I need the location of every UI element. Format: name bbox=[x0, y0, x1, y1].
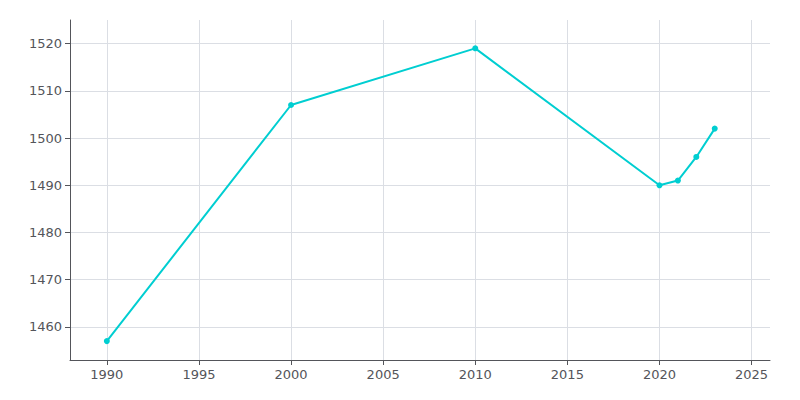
svg-text:1520: 1520 bbox=[29, 36, 62, 51]
svg-text:1990: 1990 bbox=[90, 367, 123, 382]
svg-text:2020: 2020 bbox=[643, 367, 676, 382]
svg-text:2015: 2015 bbox=[551, 367, 584, 382]
svg-text:2025: 2025 bbox=[735, 367, 768, 382]
svg-text:1510: 1510 bbox=[29, 83, 62, 98]
svg-text:1995: 1995 bbox=[182, 367, 215, 382]
svg-text:1490: 1490 bbox=[29, 178, 62, 193]
svg-text:1480: 1480 bbox=[29, 225, 62, 240]
svg-text:2000: 2000 bbox=[275, 367, 308, 382]
svg-text:1460: 1460 bbox=[29, 319, 62, 334]
svg-text:1470: 1470 bbox=[29, 272, 62, 287]
svg-text:2005: 2005 bbox=[367, 367, 400, 382]
svg-text:2010: 2010 bbox=[459, 367, 492, 382]
svg-text:1500: 1500 bbox=[29, 131, 62, 146]
